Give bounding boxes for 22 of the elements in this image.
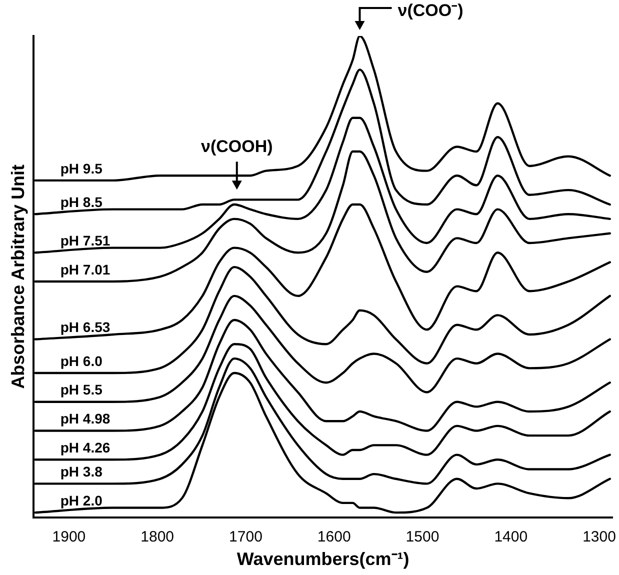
- series-label: pH 7.51: [60, 232, 110, 248]
- series-label: pH 3.8: [60, 464, 103, 480]
- annotation: ν(COO⁻): [398, 1, 464, 20]
- y-axis-title: Absorbance Arbitrary Unit: [8, 164, 28, 389]
- series-label: pH 9.5: [60, 160, 103, 176]
- series-label: pH 5.5: [60, 382, 103, 398]
- x-axis-title: Wavenumbers(cm⁻¹): [236, 549, 410, 570]
- series-label: pH 6.53: [60, 319, 110, 336]
- x-tick-label: 1500: [406, 528, 440, 546]
- x-tick-label: 1700: [229, 528, 262, 546]
- series-label: pH 8.5: [60, 194, 103, 210]
- x-tick-label: 1600: [317, 528, 351, 546]
- series-label: pH 2.0: [60, 492, 103, 508]
- series-label: pH 6.0: [60, 352, 103, 369]
- annotation: ν(COOH): [200, 136, 273, 156]
- x-tick-label: 1300: [582, 528, 616, 546]
- series-label: pH 7.01: [60, 261, 110, 278]
- x-tick-label: 1800: [140, 528, 174, 546]
- series-label: pH 4.98: [60, 410, 110, 427]
- x-tick-label: 1900: [52, 528, 86, 546]
- series-label: pH 4.26: [60, 439, 110, 456]
- x-tick-label: 1400: [494, 528, 528, 546]
